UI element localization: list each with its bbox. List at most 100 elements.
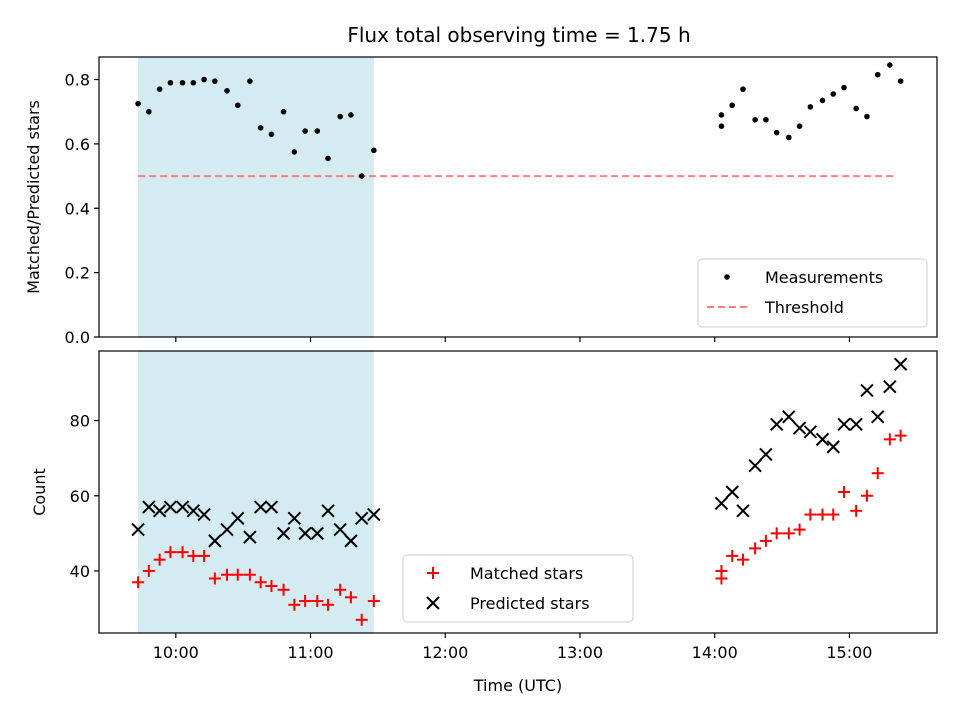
predicted-point <box>803 425 818 439</box>
measurement-point <box>280 108 287 115</box>
legend-threshold-label: Threshold <box>764 298 844 317</box>
measurement-point <box>752 116 758 123</box>
predicted-point <box>287 511 302 526</box>
measurement-point <box>358 173 365 179</box>
xtick-label: 11:00 <box>287 643 333 662</box>
matched-point <box>254 576 267 589</box>
measurement-point <box>864 113 870 120</box>
measurement-point <box>247 78 253 84</box>
predicted-point <box>310 526 324 541</box>
matched-point <box>231 568 244 581</box>
predicted-point <box>714 496 729 510</box>
measurement-point <box>807 104 814 110</box>
measurement-point <box>291 149 298 155</box>
x-axis-label: Time (UTC) <box>473 676 562 695</box>
measurement-point <box>348 112 354 118</box>
matched-point <box>243 568 256 581</box>
measurement-point <box>135 100 141 107</box>
measurement-point <box>146 108 152 115</box>
matched-point <box>749 542 762 555</box>
predicted-point <box>792 421 807 435</box>
matched-point <box>860 489 873 502</box>
matched-point <box>153 553 166 566</box>
top-legend: Measurements Threshold <box>697 258 928 328</box>
top-ytick-label: 0.2 <box>65 264 90 283</box>
top-ytick-label: 0.6 <box>65 135 90 154</box>
legend-measurements-label: Measurements <box>765 268 883 287</box>
legend-measurements-marker <box>724 274 730 280</box>
measurement-point <box>371 147 377 154</box>
matched-point <box>759 534 772 547</box>
matched-point <box>827 508 840 521</box>
measurement-point <box>740 86 746 92</box>
predicted-point <box>333 522 347 537</box>
matched-point <box>187 549 200 562</box>
measurement-point <box>773 129 780 136</box>
bottom-panel: 40 60 80 10:00 11:00 12:00 13:00 14:00 15:00 Co… <box>30 350 938 695</box>
predicted-point <box>725 485 739 499</box>
xtick-label: 12:00 <box>422 643 468 662</box>
matched-point <box>715 564 728 577</box>
predicted-point <box>142 500 156 514</box>
measurements-series <box>135 62 904 179</box>
predicted-point <box>152 504 167 518</box>
predicted-point <box>298 526 312 541</box>
top-panel: 0.00.20.40.60.8 Matched/Predicted stars … <box>24 56 938 347</box>
predicted-point <box>860 383 874 398</box>
predicted-point <box>231 511 245 526</box>
legend-matched-label: Matched stars <box>470 564 583 583</box>
matched-point <box>883 433 896 446</box>
measurement-point <box>763 116 769 123</box>
matched-point <box>782 527 795 540</box>
matched-point <box>164 546 177 559</box>
top-y-axis-label: Matched/Predicted stars <box>24 100 43 294</box>
predicted-point <box>344 534 358 548</box>
predicted-point <box>893 357 908 371</box>
top-plot-frame <box>98 56 938 338</box>
predicted-stars-series <box>131 357 908 548</box>
bottom-plot-frame <box>98 350 938 634</box>
predicted-point <box>748 458 762 473</box>
predicted-point <box>736 504 750 518</box>
matched-point <box>355 613 368 626</box>
predicted-point <box>826 440 840 454</box>
measurement-point <box>224 87 230 94</box>
predicted-point <box>837 417 851 432</box>
predicted-point <box>355 511 369 526</box>
top-ytick-label: 0.0 <box>65 328 90 347</box>
bottom-shaded-region <box>138 351 374 633</box>
bottom-ytick-label: 60 <box>70 487 90 506</box>
matched-point <box>265 580 278 592</box>
predicted-point <box>175 500 190 514</box>
matched-point <box>726 549 739 562</box>
measurement-point <box>729 102 736 109</box>
measurement-point <box>201 76 207 83</box>
measurement-point <box>841 84 847 91</box>
measurement-point <box>819 97 826 104</box>
measurement-point <box>874 71 881 78</box>
measurement-point <box>156 86 163 92</box>
top-legend-box <box>697 258 928 328</box>
predicted-point <box>782 410 796 424</box>
predicted-point <box>243 530 257 544</box>
bottom-ytick-label: 40 <box>70 562 90 581</box>
matched-point <box>277 583 290 596</box>
matched-point <box>198 549 211 562</box>
predicted-point <box>367 507 381 522</box>
matched-point <box>804 508 817 521</box>
matched-stars-series <box>132 429 907 626</box>
legend-predicted-label: Predicted stars <box>470 594 590 613</box>
measurement-point <box>718 112 725 118</box>
measurement-point <box>897 78 904 84</box>
bottom-legend-box <box>402 554 634 623</box>
matched-point <box>208 572 221 585</box>
predicted-point <box>131 522 145 537</box>
matched-point <box>736 553 749 566</box>
measurement-point <box>167 79 174 86</box>
predicted-point <box>264 500 279 514</box>
measurement-point <box>257 125 264 131</box>
predicted-point <box>163 500 178 514</box>
measurement-point <box>190 79 197 86</box>
measurement-point <box>853 105 859 112</box>
